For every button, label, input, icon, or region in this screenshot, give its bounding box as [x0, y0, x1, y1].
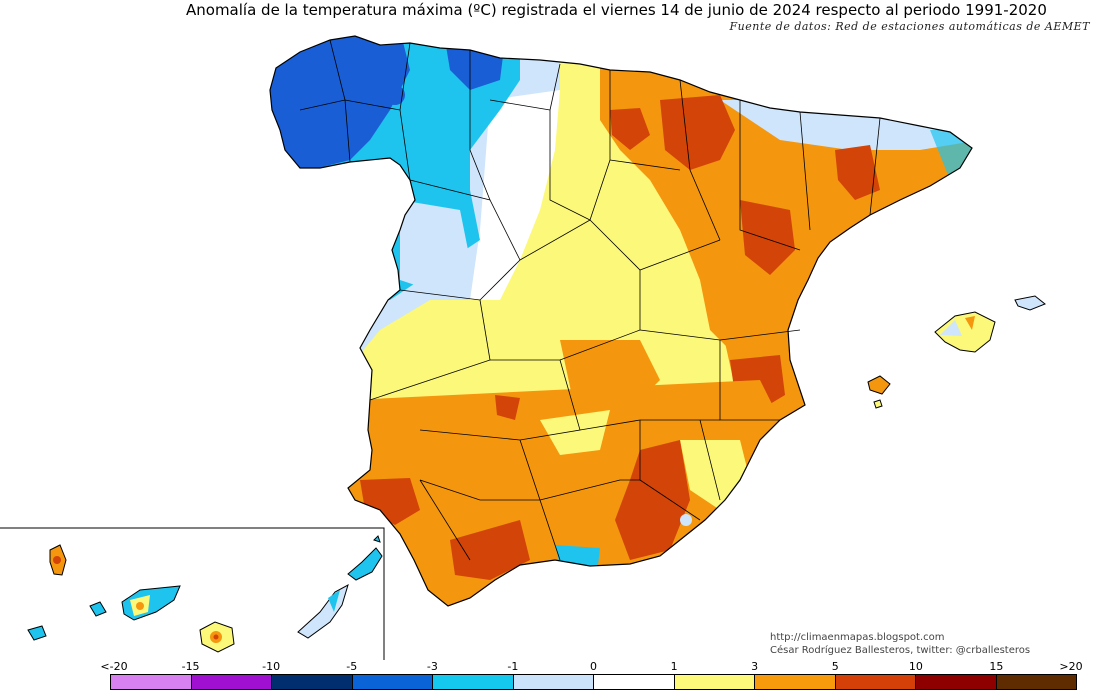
data-source: Fuente de datos: Red de estaciones autom…: [729, 20, 1090, 33]
canary-islands: [27, 535, 383, 653]
legend-tick-label: 10: [908, 660, 923, 673]
credits-author: César Rodríguez Ballesteros, twitter: @c…: [770, 645, 1031, 656]
canary-inset-frame: [0, 527, 385, 660]
legend-swatch: [835, 675, 916, 689]
legend-tick-label: -10: [262, 660, 281, 673]
legend-tick-labels: <-20 -15 -10 -5 -3 -1 0 1 3 5 10 15 >20: [0, 660, 1098, 674]
legend-swatch: [272, 675, 353, 689]
legend-tick-label: 15: [989, 660, 1004, 673]
peninsula-anomaly-field: [270, 36, 972, 606]
legend-tick-label: 0: [590, 660, 597, 673]
legend-tick-label: -3: [426, 660, 438, 673]
legend-swatch: [755, 675, 836, 689]
legend-swatch: [191, 675, 272, 689]
legend-color-bar: [110, 674, 1077, 690]
peninsula-outline: [269, 35, 973, 607]
legend-swatch: [513, 675, 594, 689]
province-borders: [299, 39, 881, 561]
legend-tick-label: -5: [346, 660, 358, 673]
legend-swatch: [352, 675, 433, 689]
legend-swatch: [916, 675, 997, 689]
legend-swatch: [674, 675, 755, 689]
legend-tick-label: 5: [831, 660, 839, 673]
balearic-islands: [867, 295, 1046, 409]
legend-tick-label: 3: [751, 660, 759, 673]
legend-swatch: [594, 675, 675, 689]
legend-swatch: [996, 675, 1076, 689]
legend-tick-label: 1: [670, 660, 678, 673]
legend-tick-label: -15: [181, 660, 200, 673]
legend-swatch: [433, 675, 514, 689]
credits-url: http://climaenmapas.blogspot.com: [770, 632, 945, 643]
credits-block: http://climaenmapas.blogspot.com César R…: [770, 631, 1030, 657]
legend-tick-label: <-20: [100, 660, 128, 673]
map-title: Anomalía de la temperatura máxima (ºC) r…: [186, 1, 1047, 19]
legend-tick-label: -1: [507, 660, 519, 673]
legend-swatch: [111, 675, 192, 689]
legend-tick-label: >20: [1059, 660, 1083, 673]
